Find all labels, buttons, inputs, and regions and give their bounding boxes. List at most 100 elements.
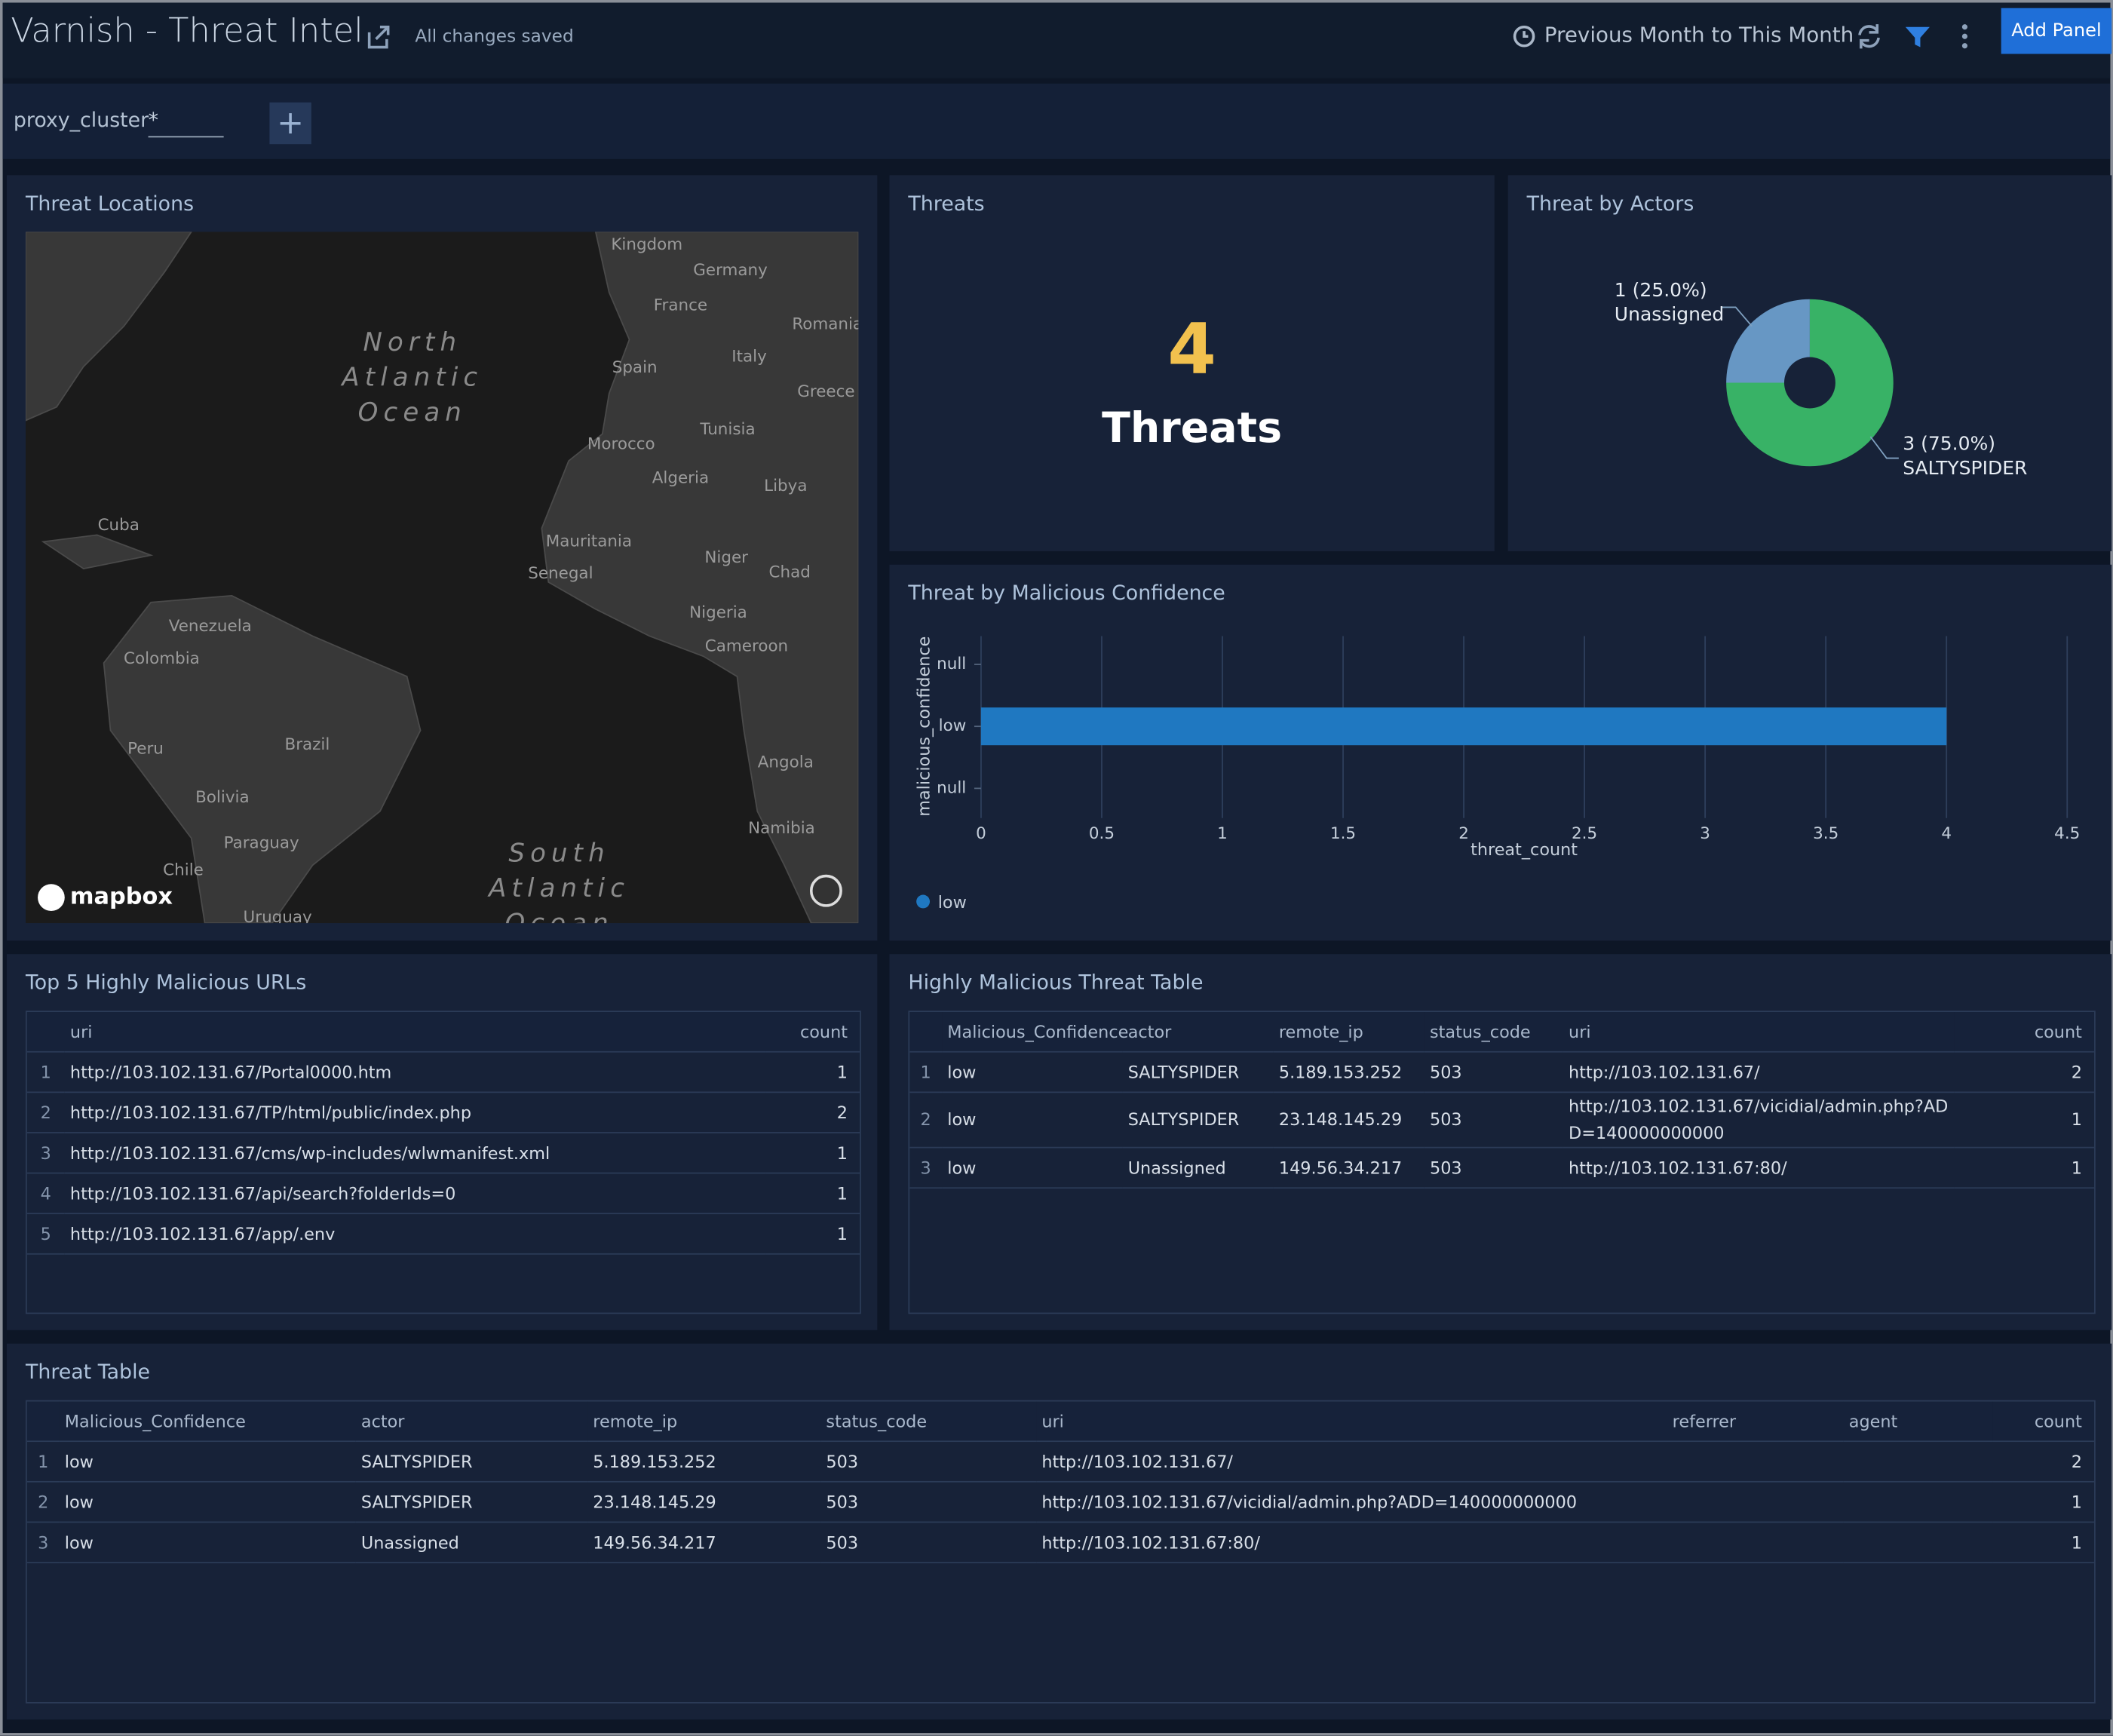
column-header: Malicious_Confidence bbox=[59, 1401, 356, 1443]
cell: SALTYSPIDER bbox=[355, 1481, 588, 1523]
cell: SALTYSPIDER bbox=[355, 1441, 588, 1483]
cell: http://103.102.131.67/vicidial/admin.php… bbox=[1563, 1092, 1955, 1149]
row-number: 1 bbox=[26, 1051, 65, 1093]
ocean-label: Atlantic bbox=[487, 873, 630, 903]
x-tick-label: 4 bbox=[1941, 824, 1952, 843]
add-filter-button[interactable]: + bbox=[269, 102, 311, 145]
cell: 503 bbox=[1424, 1147, 1563, 1189]
cell: 1 bbox=[765, 1173, 860, 1215]
header-cell bbox=[909, 1012, 943, 1053]
cell: http://103.102.131.67/vicidial/admin.php… bbox=[1036, 1481, 1667, 1523]
ocean-label: Ocean bbox=[358, 397, 467, 428]
row-number: 2 bbox=[909, 1092, 943, 1149]
cell: http://103.102.131.67/TP/html/public/ind… bbox=[64, 1092, 766, 1133]
column-header: count bbox=[765, 1012, 860, 1053]
map-label: Libya bbox=[764, 477, 807, 495]
map-label: Peru bbox=[127, 740, 164, 759]
data-table: uri count 1 http://103.102.131.67/Portal000… bbox=[25, 1011, 861, 1314]
map-label: Italy bbox=[731, 348, 767, 367]
cell: 1 bbox=[765, 1213, 860, 1255]
add-panel-button[interactable]: Add Panel bbox=[2001, 8, 2112, 54]
row-number: 3 bbox=[26, 1522, 60, 1563]
column-header: remote_ip bbox=[1273, 1012, 1425, 1053]
row-number: 2 bbox=[26, 1092, 65, 1133]
dashboard-title: Varnish - Threat Intel bbox=[11, 11, 363, 51]
cell: 1 bbox=[1992, 1481, 2094, 1523]
filter-name: proxy_cluster bbox=[13, 107, 149, 133]
map-label: Spain bbox=[612, 358, 658, 377]
map-label: Niger bbox=[704, 548, 748, 567]
column-header: count bbox=[1954, 1012, 2094, 1053]
panel-title: Threats bbox=[908, 191, 985, 216]
y-axis-label: malicious_confidence bbox=[914, 636, 934, 817]
slice-label: Unassigned bbox=[1615, 303, 1724, 325]
ocean-label: South bbox=[508, 838, 609, 868]
save-status: All changes saved bbox=[415, 26, 574, 48]
refresh-icon[interactable] bbox=[1854, 22, 1884, 51]
row-number: 1 bbox=[909, 1051, 943, 1093]
map-label: Mauritania bbox=[546, 532, 632, 551]
cell: 503 bbox=[1424, 1051, 1563, 1093]
map-label: Nigeria bbox=[689, 603, 747, 622]
x-tick-label: 0 bbox=[976, 824, 986, 843]
cell: low bbox=[59, 1481, 356, 1523]
data-table: Malicious_Confidence actor remote_ip status… bbox=[908, 1011, 2096, 1314]
map-label: Paraguay bbox=[224, 834, 299, 853]
cell: Unassigned bbox=[1122, 1147, 1274, 1189]
filter-bar bbox=[2, 83, 2111, 159]
column-header: actor bbox=[1122, 1012, 1274, 1053]
map-label: Namibia bbox=[748, 819, 815, 838]
column-header: Malicious_Confidence bbox=[942, 1012, 1128, 1053]
cell: 2 bbox=[1992, 1441, 2094, 1483]
column-header: uri bbox=[1036, 1401, 1667, 1443]
panel-title: Highly Malicious Threat Table bbox=[908, 970, 1204, 995]
y-tick-label: low bbox=[939, 716, 967, 735]
map-label: Angola bbox=[758, 753, 814, 771]
cell: http://103.102.131.67/ bbox=[1563, 1051, 1955, 1093]
cell: 1 bbox=[1954, 1147, 2094, 1189]
cell: low bbox=[942, 1092, 1123, 1149]
slice-label: SALTYSPIDER bbox=[1903, 457, 2027, 479]
cell: SALTYSPIDER bbox=[1122, 1092, 1274, 1149]
map-label: Chile bbox=[163, 860, 204, 879]
row-number: 2 bbox=[26, 1481, 60, 1523]
cell: 5.189.153.252 bbox=[1273, 1051, 1425, 1093]
map-label: Bolivia bbox=[195, 788, 250, 807]
map-label: Algeria bbox=[652, 468, 709, 487]
more-icon[interactable] bbox=[1952, 22, 1979, 51]
x-tick-label: 3.5 bbox=[1813, 824, 1839, 843]
cell: 503 bbox=[820, 1522, 1037, 1563]
single-value-unit: Threats bbox=[1102, 404, 1283, 453]
panel-title: Top 5 Highly Malicious URLs bbox=[25, 970, 307, 995]
ocean-label: Atlantic bbox=[340, 363, 483, 393]
cell bbox=[1667, 1441, 1844, 1483]
row-number: 3 bbox=[26, 1132, 65, 1174]
cell: 149.56.34.217 bbox=[587, 1522, 821, 1563]
map-label: Germany bbox=[693, 261, 768, 280]
cell: 2 bbox=[765, 1092, 860, 1133]
y-tick-label: null bbox=[937, 655, 966, 673]
cell: low bbox=[942, 1051, 1123, 1093]
share-icon[interactable] bbox=[363, 22, 393, 51]
map-label: Brazil bbox=[285, 735, 330, 754]
map-label: Uruguay bbox=[244, 908, 312, 927]
map-label: Tunisia bbox=[699, 420, 755, 439]
filter-value[interactable]: * bbox=[148, 108, 224, 138]
y-tick-label: null bbox=[937, 778, 966, 797]
x-tick-label: 0.5 bbox=[1089, 824, 1115, 843]
data-table: Malicious_Confidence actor remote_ip status… bbox=[25, 1400, 2096, 1704]
cell: http://103.102.131.67:80/ bbox=[1036, 1522, 1667, 1563]
data-label: 1 (25.0%) bbox=[1615, 279, 1707, 301]
column-header: uri bbox=[64, 1012, 766, 1053]
x-tick-label: 3 bbox=[1700, 824, 1710, 843]
cell bbox=[1843, 1441, 1993, 1483]
time-range[interactable]: Previous Month to This Month bbox=[1544, 23, 1854, 48]
ocean-label: Ocean bbox=[504, 908, 613, 938]
column-header: count bbox=[1992, 1401, 2094, 1443]
column-header: status_code bbox=[820, 1401, 1037, 1443]
map-label: France bbox=[654, 296, 707, 315]
filter-icon[interactable] bbox=[1903, 22, 1932, 51]
column-header: uri bbox=[1563, 1012, 1955, 1053]
cell bbox=[1667, 1522, 1844, 1563]
